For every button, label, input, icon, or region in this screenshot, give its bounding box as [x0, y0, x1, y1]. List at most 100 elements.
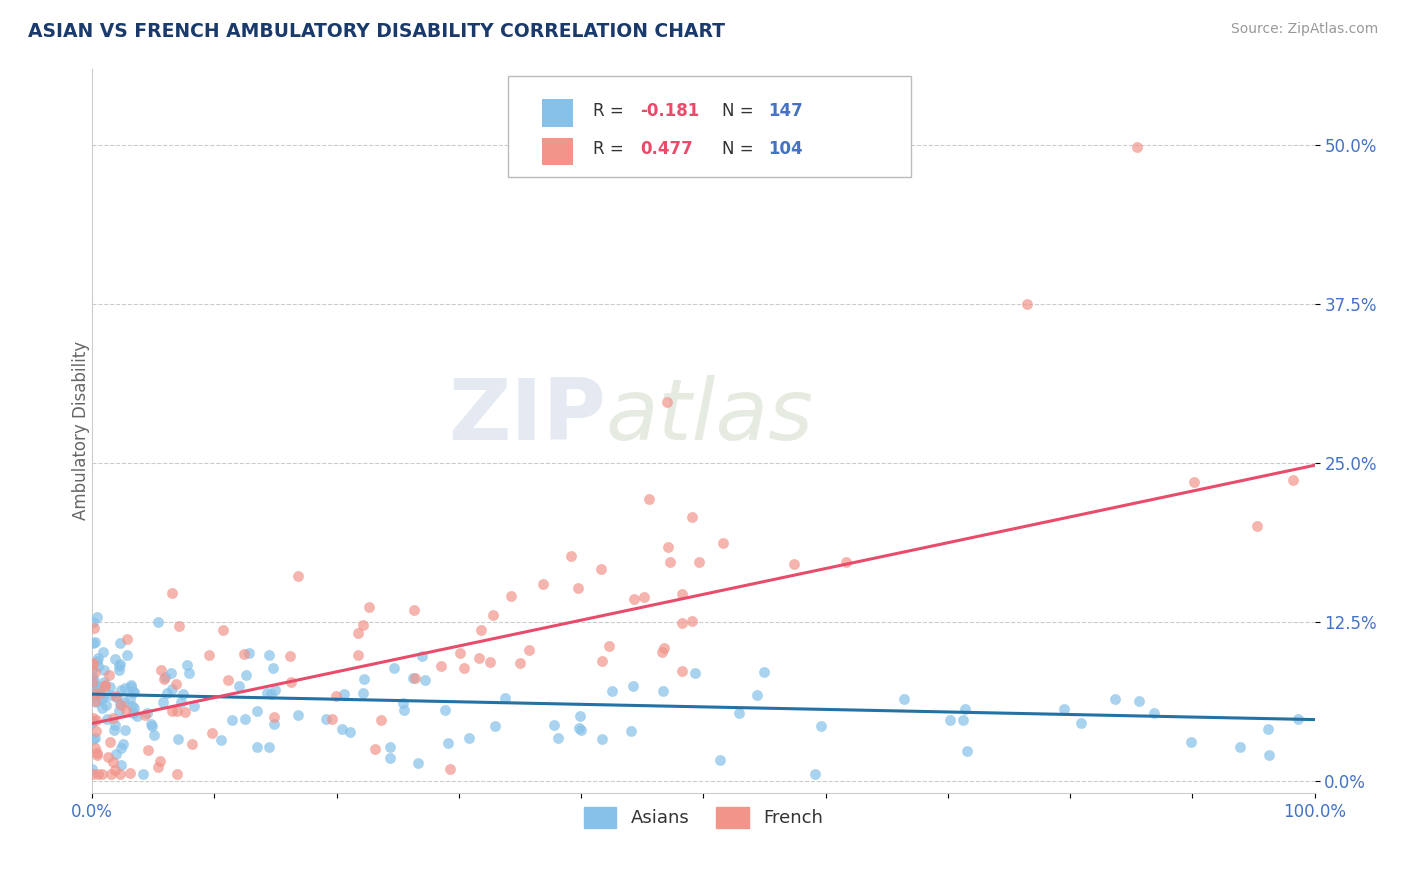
Point	[501, 589, 523, 603]
Point	[84, 713, 107, 727]
Point	[287, 708, 309, 723]
Point	[166, 767, 188, 781]
Point	[1017, 297, 1039, 311]
Point	[89, 680, 111, 694]
Point	[1282, 474, 1305, 488]
Point	[287, 569, 309, 583]
Point	[370, 713, 392, 727]
Point	[110, 657, 132, 671]
Point	[280, 674, 302, 689]
Point	[325, 689, 347, 703]
Point	[110, 767, 132, 781]
Point	[330, 722, 353, 736]
Y-axis label: Ambulatory Disability: Ambulatory Disability	[72, 342, 90, 521]
Point	[509, 656, 531, 670]
Point	[783, 557, 806, 571]
Point	[183, 699, 205, 714]
Point	[101, 711, 124, 725]
Text: atlas: atlas	[606, 375, 814, 458]
Point	[118, 692, 141, 706]
Text: R =: R =	[593, 102, 630, 120]
Point	[468, 651, 491, 665]
Point	[531, 577, 554, 591]
Point	[82, 656, 104, 670]
Point	[347, 648, 370, 662]
Point	[495, 691, 517, 706]
Point	[278, 649, 301, 664]
Point	[651, 645, 673, 659]
Point	[683, 666, 706, 681]
Point	[96, 698, 118, 712]
Point	[165, 676, 187, 690]
Point	[1229, 739, 1251, 754]
Point	[728, 706, 751, 720]
Point	[260, 687, 283, 701]
Point	[711, 535, 734, 549]
Point	[149, 663, 172, 677]
Point	[93, 677, 115, 691]
Point	[211, 623, 233, 637]
Point	[655, 394, 678, 409]
Point	[167, 731, 190, 746]
Text: 147: 147	[768, 102, 803, 120]
Point	[228, 679, 250, 693]
Point	[83, 622, 105, 636]
Point	[484, 719, 506, 733]
Point	[177, 665, 200, 680]
Point	[83, 673, 105, 688]
Point	[82, 685, 104, 699]
Point	[392, 696, 415, 710]
Point	[263, 709, 285, 723]
Point	[100, 689, 122, 703]
Text: ZIP: ZIP	[449, 375, 606, 458]
Point	[235, 668, 257, 682]
Point	[402, 672, 425, 686]
Point	[156, 686, 179, 700]
Point	[82, 673, 104, 688]
Text: Source: ZipAtlas.com: Source: ZipAtlas.com	[1230, 22, 1378, 37]
Point	[170, 694, 193, 708]
Point	[120, 766, 142, 780]
Point	[754, 665, 776, 679]
Point	[166, 704, 188, 718]
Point	[671, 664, 693, 678]
Point	[103, 763, 125, 777]
Point	[359, 599, 381, 614]
Point	[84, 634, 107, 648]
Point	[114, 723, 136, 737]
Point	[209, 733, 232, 747]
Point	[671, 587, 693, 601]
Point	[110, 698, 132, 713]
Point	[107, 704, 129, 718]
Point	[87, 767, 110, 781]
Point	[84, 723, 107, 738]
Point	[122, 706, 145, 720]
Point	[115, 648, 138, 662]
Point	[589, 561, 612, 575]
Point	[568, 721, 591, 735]
Point	[160, 666, 183, 681]
Point	[93, 679, 115, 693]
Point	[238, 646, 260, 660]
Point	[98, 680, 121, 694]
Point	[89, 683, 111, 698]
Point	[91, 701, 114, 715]
Point	[956, 744, 979, 758]
Point	[1246, 519, 1268, 533]
Point	[82, 690, 104, 704]
Point	[347, 625, 370, 640]
Point	[105, 747, 128, 761]
Point	[98, 735, 121, 749]
Point	[105, 690, 128, 705]
Point	[122, 685, 145, 699]
Point	[353, 673, 375, 687]
Point	[108, 658, 131, 673]
Text: 0.477: 0.477	[640, 140, 693, 158]
Point	[633, 590, 655, 604]
Point	[449, 646, 471, 660]
Point	[176, 658, 198, 673]
Point	[149, 754, 172, 768]
Point	[479, 655, 502, 669]
Point	[82, 731, 104, 746]
Point	[162, 704, 184, 718]
